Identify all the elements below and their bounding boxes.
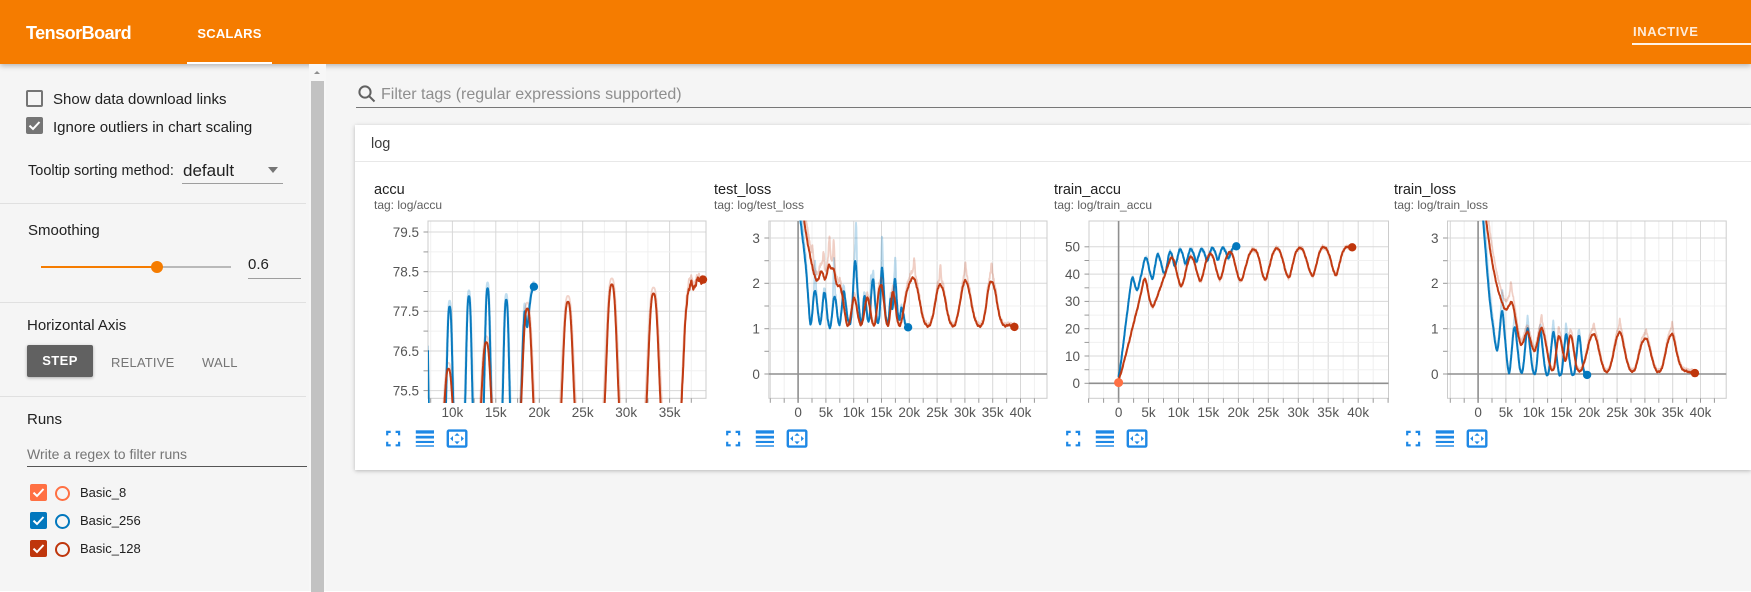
svg-text:30k: 30k [615, 405, 637, 420]
svg-text:5k: 5k [819, 405, 834, 420]
svg-text:35k: 35k [1317, 405, 1339, 420]
svg-text:0: 0 [1072, 376, 1080, 391]
svg-text:25k: 25k [1257, 405, 1279, 420]
svg-text:accu: accu [374, 182, 405, 198]
svg-text:test_loss: test_loss [714, 182, 771, 198]
svg-text:20k: 20k [1578, 405, 1600, 420]
svg-text:10: 10 [1065, 349, 1080, 364]
svg-text:3: 3 [752, 231, 760, 246]
svg-text:10k: 10k [1168, 405, 1190, 420]
svg-text:tag: log/train_loss: tag: log/train_loss [1394, 198, 1488, 212]
svg-text:2: 2 [752, 276, 760, 291]
svg-text:30k: 30k [954, 405, 976, 420]
svg-text:5k: 5k [1499, 405, 1514, 420]
svg-text:15k: 15k [871, 405, 893, 420]
svg-text:20: 20 [1065, 322, 1080, 337]
svg-text:75.5: 75.5 [393, 383, 419, 398]
svg-text:15k: 15k [485, 405, 507, 420]
svg-text:tag: log/test_loss: tag: log/test_loss [714, 198, 804, 212]
svg-text:25k: 25k [1606, 405, 1628, 420]
svg-text:50: 50 [1065, 240, 1080, 255]
svg-text:5k: 5k [1141, 405, 1156, 420]
svg-text:10k: 10k [843, 405, 865, 420]
svg-text:1: 1 [752, 322, 760, 337]
svg-text:40k: 40k [1010, 405, 1032, 420]
svg-text:78.5: 78.5 [393, 265, 419, 280]
svg-text:10k: 10k [1523, 405, 1545, 420]
svg-text:tag: log/train_accu: tag: log/train_accu [1054, 198, 1152, 212]
svg-text:20k: 20k [898, 405, 920, 420]
svg-text:tag: log/accu: tag: log/accu [374, 198, 442, 212]
svg-text:0: 0 [794, 405, 802, 420]
svg-text:35k: 35k [1662, 405, 1684, 420]
svg-text:77.5: 77.5 [393, 304, 419, 319]
svg-text:0: 0 [1474, 405, 1482, 420]
svg-text:25k: 25k [572, 405, 594, 420]
svg-text:15k: 15k [1198, 405, 1220, 420]
svg-text:0: 0 [1115, 405, 1123, 420]
svg-text:40k: 40k [1690, 405, 1712, 420]
svg-text:35k: 35k [982, 405, 1004, 420]
svg-text:0: 0 [1431, 367, 1439, 382]
svg-text:20k: 20k [528, 405, 550, 420]
svg-text:20k: 20k [1228, 405, 1250, 420]
svg-text:3: 3 [1431, 231, 1439, 246]
svg-text:79.5: 79.5 [393, 225, 419, 240]
svg-text:30k: 30k [1287, 405, 1309, 420]
svg-text:train_loss: train_loss [1394, 182, 1456, 198]
svg-text:15k: 15k [1551, 405, 1573, 420]
svg-text:35k: 35k [659, 405, 681, 420]
svg-text:30k: 30k [1634, 405, 1656, 420]
svg-text:25k: 25k [926, 405, 948, 420]
svg-text:1: 1 [1431, 322, 1439, 337]
svg-text:train_accu: train_accu [1054, 182, 1121, 198]
svg-text:76.5: 76.5 [393, 344, 419, 359]
svg-text:0: 0 [752, 367, 760, 382]
svg-text:10k: 10k [442, 405, 464, 420]
svg-text:2: 2 [1431, 276, 1439, 291]
svg-text:40k: 40k [1347, 405, 1369, 420]
svg-text:40: 40 [1065, 267, 1080, 282]
svg-text:30: 30 [1065, 294, 1080, 309]
